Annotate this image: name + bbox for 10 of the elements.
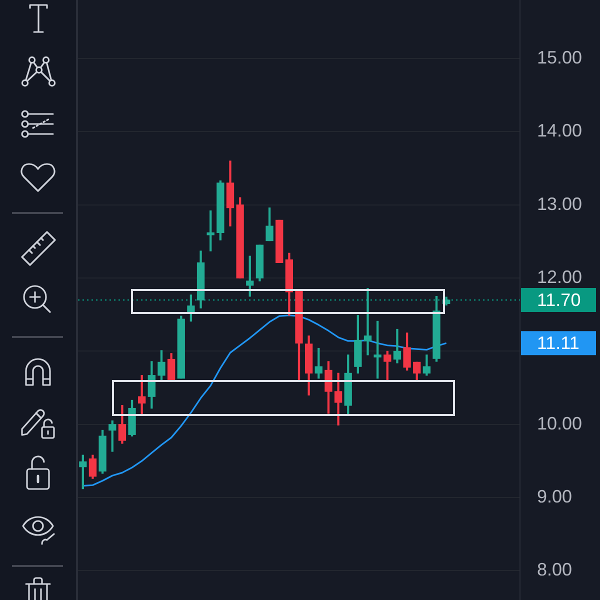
candlestick (364, 288, 372, 356)
y-tick-label: 15.00 (537, 48, 582, 68)
y-tick-label: 13.00 (537, 194, 582, 214)
text: 11.11 (537, 333, 580, 354)
y-tick-label: 8.00 (537, 560, 572, 580)
ref-line-label: 11.70 (537, 290, 581, 310)
y-tick-label: 14.00 (537, 120, 582, 141)
y-tick-label: 12.00 (537, 267, 582, 288)
y-tick-label: 9.00 (537, 486, 572, 507)
y-tick-label: 10.00 (537, 413, 582, 434)
